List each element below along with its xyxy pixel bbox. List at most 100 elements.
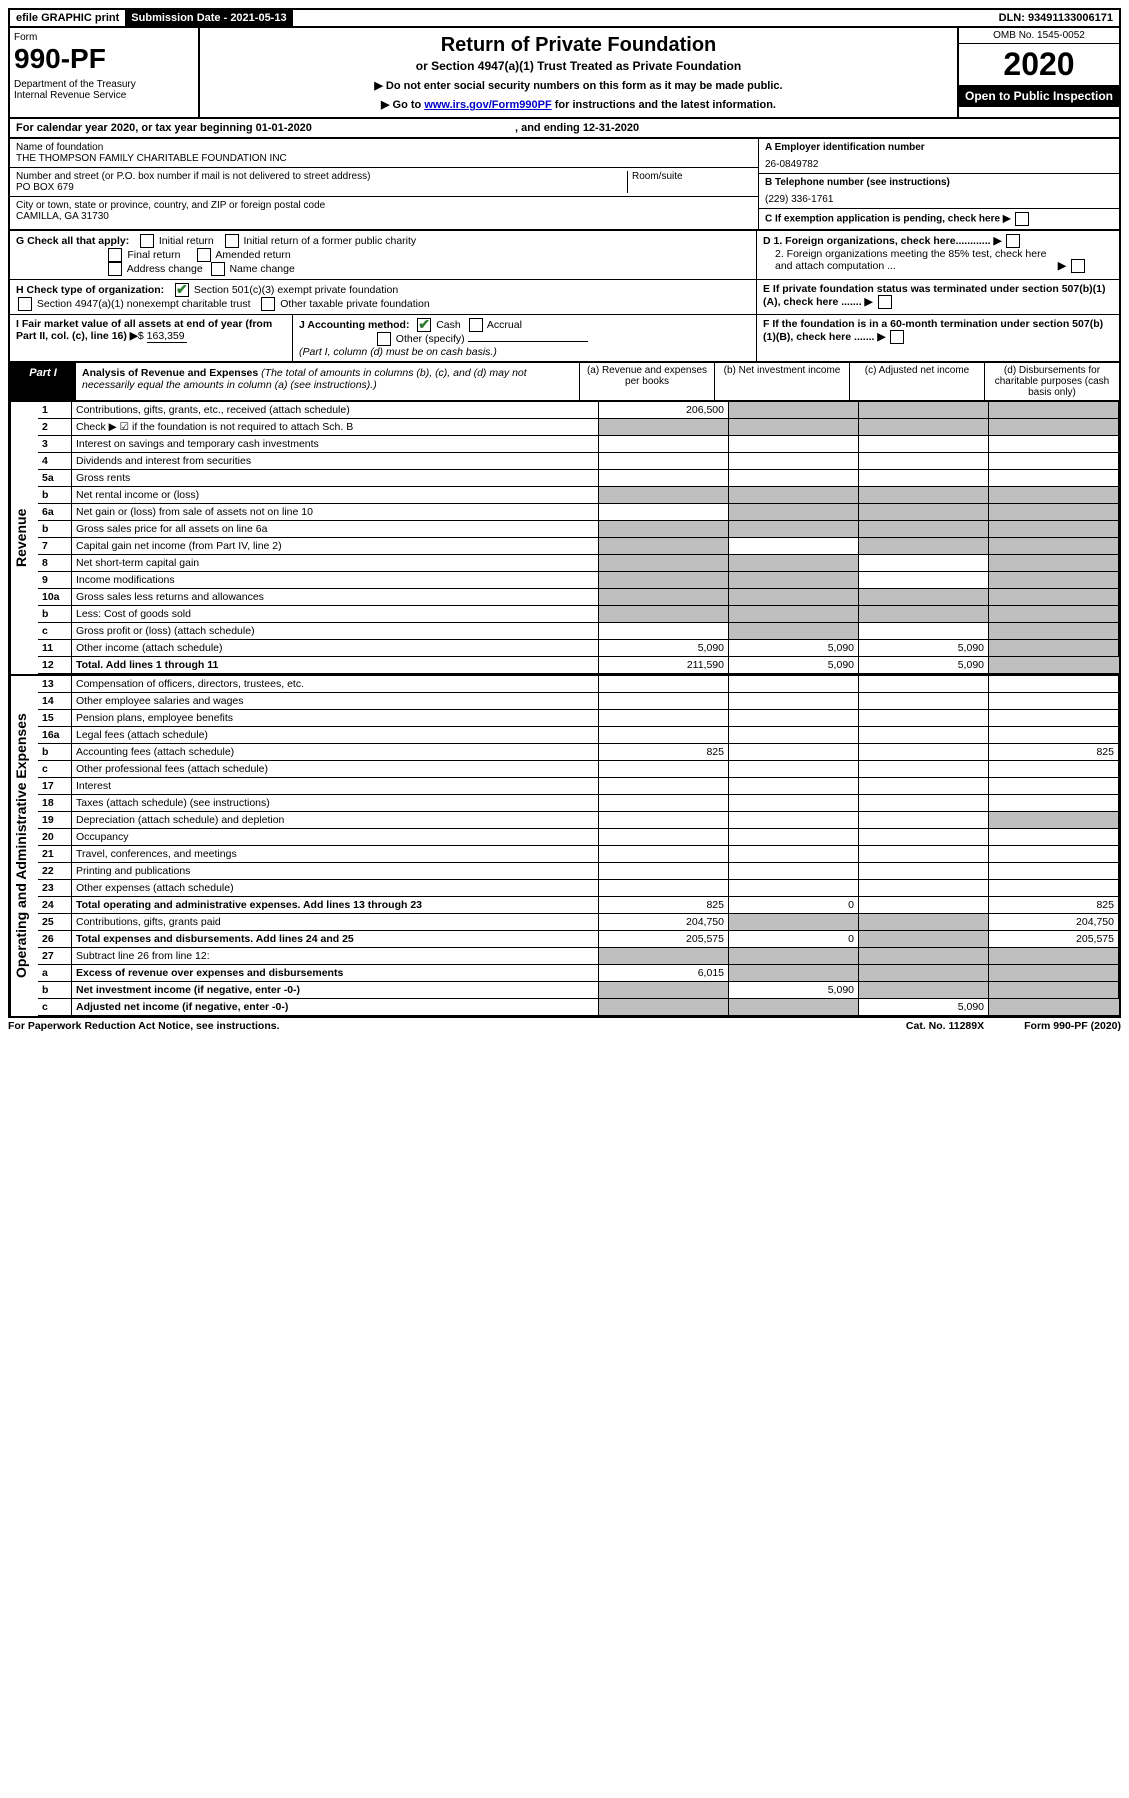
col-b-value xyxy=(729,863,859,880)
calendar-begin: For calendar year 2020, or tax year begi… xyxy=(16,122,312,134)
line-number: 3 xyxy=(38,436,72,453)
f-checkbox[interactable] xyxy=(890,330,904,344)
dept-treasury: Department of the Treasury Internal Reve… xyxy=(14,79,194,101)
part1-header: Part I Analysis of Revenue and Expenses … xyxy=(8,363,1121,402)
col-b-value xyxy=(729,761,859,778)
g-final: Final return xyxy=(127,249,180,261)
h-4947-checkbox[interactable] xyxy=(18,297,32,311)
part1-title: Analysis of Revenue and Expenses xyxy=(82,367,258,379)
col-b-value xyxy=(729,538,859,555)
g-initial-former-checkbox[interactable] xyxy=(225,234,239,248)
efile-label[interactable]: efile GRAPHIC print xyxy=(10,10,125,26)
col-a-value xyxy=(599,880,729,897)
e-label: E If private foundation status was termi… xyxy=(763,283,1105,308)
col-d-value xyxy=(989,555,1119,572)
g-row: G Check all that apply: Initial return I… xyxy=(8,231,1121,280)
col-d-value: 205,575 xyxy=(989,931,1119,948)
line-number: 22 xyxy=(38,863,72,880)
h-501c3-checkbox[interactable] xyxy=(175,283,189,297)
col-d-value xyxy=(989,880,1119,897)
col-a-value xyxy=(599,693,729,710)
h-501c3: Section 501(c)(3) exempt private foundat… xyxy=(194,284,398,296)
line-number: 23 xyxy=(38,880,72,897)
line-desc: Compensation of officers, directors, tru… xyxy=(72,676,599,693)
d2-checkbox[interactable] xyxy=(1071,259,1085,273)
g-address-checkbox[interactable] xyxy=(108,262,122,276)
line-number: 4 xyxy=(38,453,72,470)
line-number: 26 xyxy=(38,931,72,948)
col-d-value xyxy=(989,676,1119,693)
col-a-value xyxy=(599,521,729,538)
line-number: 2 xyxy=(38,419,72,436)
line-number: 11 xyxy=(38,640,72,657)
form-title: Return of Private Foundation xyxy=(206,34,951,57)
g-name-checkbox[interactable] xyxy=(211,262,225,276)
col-d-value xyxy=(989,795,1119,812)
paperwork-notice: For Paperwork Reduction Act Notice, see … xyxy=(8,1020,280,1032)
col-c-value xyxy=(859,914,989,931)
col-d-value xyxy=(989,982,1119,999)
col-b-value xyxy=(729,812,859,829)
col-c-value xyxy=(859,555,989,572)
form-link[interactable]: www.irs.gov/Form990PF xyxy=(424,99,551,111)
line-desc: Gross profit or (loss) (attach schedule) xyxy=(72,623,599,640)
h-other-checkbox[interactable] xyxy=(261,297,275,311)
d2-label: 2. Foreign organizations meeting the 85%… xyxy=(763,248,1055,272)
g-amended: Amended return xyxy=(215,249,290,261)
col-b-value xyxy=(729,676,859,693)
col-a-value xyxy=(599,555,729,572)
addr-label: Number and street (or P.O. box number if… xyxy=(16,171,627,182)
g-initial-checkbox[interactable] xyxy=(140,234,154,248)
line-desc: Interest xyxy=(72,778,599,795)
col-c-value xyxy=(859,589,989,606)
f-label: F If the foundation is in a 60-month ter… xyxy=(763,318,1103,343)
col-d-value xyxy=(989,504,1119,521)
col-c-value xyxy=(859,948,989,965)
col-d-value xyxy=(989,948,1119,965)
col-a-value xyxy=(599,710,729,727)
j-accrual-checkbox[interactable] xyxy=(469,318,483,332)
col-a-value xyxy=(599,606,729,623)
c-checkbox[interactable] xyxy=(1015,212,1029,226)
col-c-value xyxy=(859,521,989,538)
col-c-value xyxy=(859,504,989,521)
col-c-value xyxy=(859,761,989,778)
ein-label: A Employer identification number xyxy=(765,142,1113,153)
col-c-value xyxy=(859,470,989,487)
col-a-value: 204,750 xyxy=(599,914,729,931)
line-number: 5a xyxy=(38,470,72,487)
h-4947: Section 4947(a)(1) nonexempt charitable … xyxy=(37,298,251,310)
e-checkbox[interactable] xyxy=(878,295,892,309)
line-number: b xyxy=(38,606,72,623)
col-d-value: 825 xyxy=(989,897,1119,914)
col-a-header: (a) Revenue and expenses per books xyxy=(579,363,714,400)
top-bar: efile GRAPHIC print Submission Date - 20… xyxy=(8,8,1121,28)
j-cash-checkbox[interactable] xyxy=(417,318,431,332)
col-d-value xyxy=(989,640,1119,657)
c-exemption: C If exemption application is pending, c… xyxy=(765,214,1000,225)
line-number: 19 xyxy=(38,812,72,829)
j-other-checkbox[interactable] xyxy=(377,332,391,346)
line-desc: Other income (attach schedule) xyxy=(72,640,599,657)
col-a-value xyxy=(599,623,729,640)
g-amended-checkbox[interactable] xyxy=(197,248,211,262)
col-c-value xyxy=(859,880,989,897)
col-b-value xyxy=(729,778,859,795)
col-b-value xyxy=(729,965,859,982)
col-b-value xyxy=(729,710,859,727)
col-c-value xyxy=(859,419,989,436)
line-number: 9 xyxy=(38,572,72,589)
line-desc: Contributions, gifts, grants, etc., rece… xyxy=(72,402,599,419)
submission-date: Submission Date - 2021-05-13 xyxy=(125,10,292,26)
line-desc: Taxes (attach schedule) (see instruction… xyxy=(72,795,599,812)
col-a-value xyxy=(599,538,729,555)
city-value: CAMILLA, GA 31730 xyxy=(16,211,752,222)
col-c-value xyxy=(859,453,989,470)
col-a-value: 211,590 xyxy=(599,657,729,674)
col-d-value xyxy=(989,778,1119,795)
line-number: b xyxy=(38,521,72,538)
g-final-checkbox[interactable] xyxy=(108,248,122,262)
line-number: 16a xyxy=(38,727,72,744)
d1-checkbox[interactable] xyxy=(1006,234,1020,248)
col-c-value xyxy=(859,693,989,710)
